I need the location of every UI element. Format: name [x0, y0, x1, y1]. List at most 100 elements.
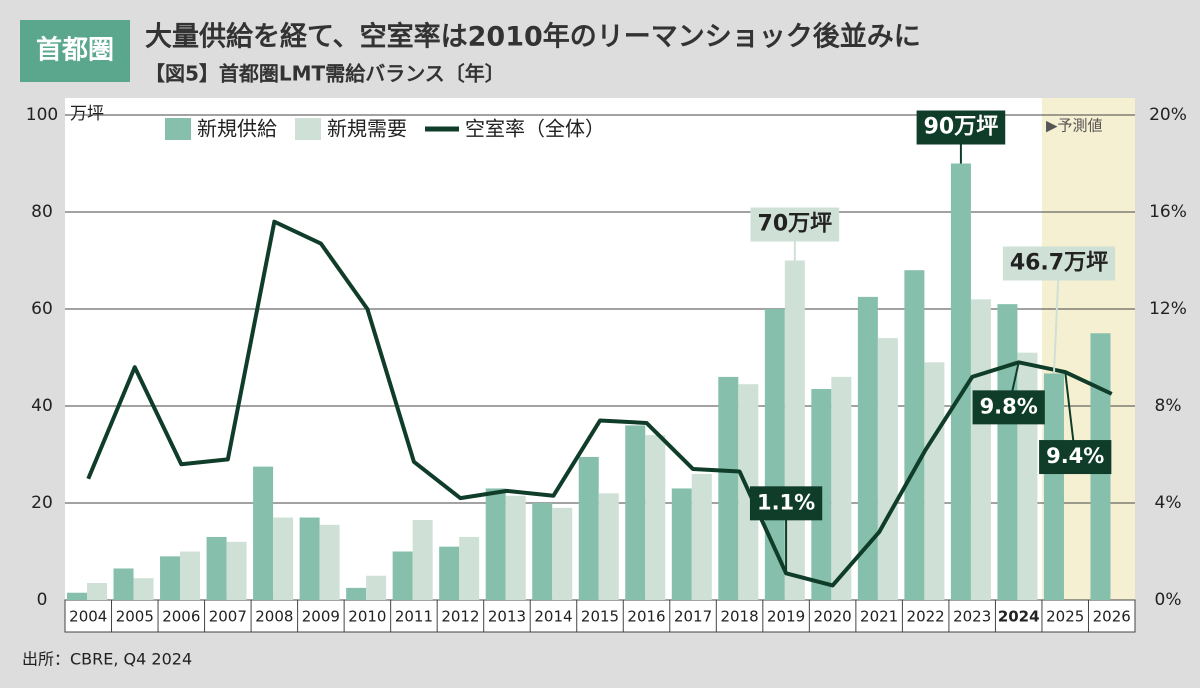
chart-subtitle: 【図5】首都圏LMT需給バランス〔年〕: [145, 62, 505, 86]
x-tick-label: 2026: [1093, 608, 1131, 626]
bar: [67, 592, 88, 600]
x-tick-label: 2022: [907, 608, 945, 626]
x-tick-label: 2013: [488, 608, 526, 626]
line: [86, 219, 1113, 588]
bar: [784, 260, 805, 600]
source: 出所：CBRE, Q4 2024: [22, 650, 192, 669]
value-label: 1.1%: [757, 490, 815, 514]
bar: [970, 299, 991, 600]
bar: [412, 519, 433, 600]
y2-tick-label: 12%: [1149, 299, 1187, 319]
bar: [578, 456, 599, 600]
y-tick-label: 0: [37, 590, 48, 610]
y-tick-label: 20: [31, 493, 53, 513]
bar: [160, 556, 181, 600]
y-unit: 万坪: [70, 104, 104, 124]
bar: [319, 524, 340, 600]
x-tick-label: 2016: [627, 608, 665, 626]
bar: [671, 488, 692, 600]
bar: [87, 583, 108, 600]
bar: [459, 536, 480, 600]
legend-swatch: [165, 118, 191, 140]
y2-tick-label: 0%: [1155, 590, 1182, 610]
forecast-label: ▶予測値: [1046, 117, 1103, 135]
x-tick-label: 2020: [814, 608, 852, 626]
bar: [532, 503, 553, 600]
badge-box: [20, 20, 130, 82]
y-tick-label: 80: [31, 202, 53, 222]
y-tick-label: 60: [31, 299, 53, 319]
bar: [299, 517, 320, 600]
value-label: 70万坪: [758, 212, 833, 237]
x-tick-label: 2024: [998, 608, 1040, 626]
y-tick-label: 40: [31, 396, 53, 416]
value-label: 90万坪: [924, 115, 999, 140]
bar: [950, 163, 971, 600]
value-label-box: [749, 486, 823, 521]
bar: [273, 517, 294, 600]
y2-tick-label: 16%: [1149, 202, 1187, 222]
legend-label: 新規需要: [327, 117, 407, 141]
bar: [366, 575, 387, 600]
value-label-box: [1002, 246, 1116, 281]
x-tick-label: 2008: [255, 608, 293, 626]
badge: 首都圏: [36, 35, 114, 66]
bar: [1043, 373, 1064, 600]
bar: [180, 551, 201, 600]
bar: [226, 541, 247, 600]
bar: [1017, 352, 1038, 600]
x-tick-label: 2009: [302, 608, 340, 626]
bar: [857, 296, 878, 600]
y-tick-label: 100: [26, 105, 58, 125]
y2-tick-label: 8%: [1155, 396, 1182, 416]
bar: [485, 488, 506, 600]
x-tick-label: 2014: [534, 608, 572, 626]
bar: [904, 270, 925, 600]
bar: [645, 435, 666, 600]
x-tick-label: 2023: [953, 608, 991, 626]
bar: [831, 376, 852, 600]
bar: [997, 304, 1018, 600]
legend-swatch: [295, 118, 321, 140]
value-label: 9.8%: [980, 394, 1038, 418]
bar: [764, 309, 785, 600]
x-tick-label: 2025: [1046, 608, 1084, 626]
callout-pointer: [1052, 263, 1060, 374]
bar: [552, 507, 573, 600]
value-label: 46.7万坪: [1010, 251, 1108, 276]
y2-tick-label: 20%: [1149, 105, 1187, 125]
x-tick-label: 2021: [860, 608, 898, 626]
x-tick-label: 2011: [395, 608, 433, 626]
x-tick-label: 2007: [209, 608, 247, 626]
y2-tick-label: 4%: [1155, 493, 1182, 513]
legend-label: 空室率（全体）: [465, 117, 605, 141]
bar: [346, 587, 367, 600]
x-tick-label: 2010: [348, 608, 386, 626]
bar: [133, 578, 154, 600]
bar: [877, 338, 898, 600]
bar: [718, 376, 739, 600]
legend-label: 新規供給: [197, 117, 277, 141]
x-tick-label: 2018: [720, 608, 758, 626]
bar: [439, 546, 460, 600]
bar: [505, 495, 526, 600]
x-tick-label: 2004: [69, 608, 107, 626]
x-tick-label: 2012: [441, 608, 479, 626]
bar: [625, 425, 646, 600]
x-tick-label: 2017: [674, 608, 712, 626]
bar: [253, 466, 274, 600]
value-label: 9.4%: [1046, 444, 1104, 468]
bar: [392, 551, 413, 600]
x-axis-box: [64, 599, 1136, 633]
value-label-box: [916, 110, 1006, 145]
x-tick-label: 2006: [162, 608, 200, 626]
x-tick-label: 2019: [767, 608, 805, 626]
value-label-box: [972, 390, 1045, 425]
bar: [691, 473, 712, 600]
bar: [206, 536, 227, 600]
value-label-box: [1039, 440, 1112, 475]
value-label-box: [750, 207, 840, 242]
chart-title: 大量供給を経て、空室率は2010年のリーマンショック後並みに: [145, 21, 921, 53]
x-tick-label: 2015: [581, 608, 619, 626]
